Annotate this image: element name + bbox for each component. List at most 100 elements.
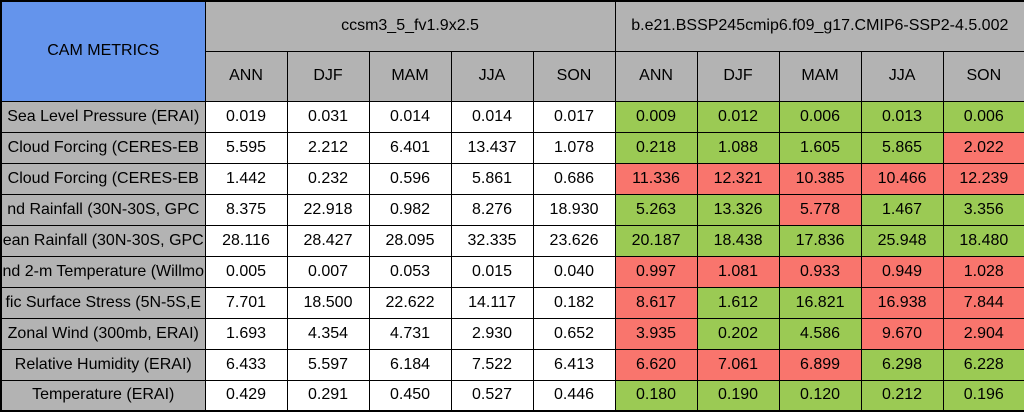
value-cell: 0.015 (450, 255, 534, 288)
value-cell: 0.014 (450, 100, 534, 133)
value-cell: 8.276 (450, 193, 534, 226)
value-cell-status: 1.081 (696, 255, 780, 288)
table-row: nd Rainfall (30N-30S, GPC 8.375 22.918 0… (0, 193, 1024, 226)
value-cell-status: 1.605 (778, 131, 862, 164)
value-cell: 7.701 (204, 286, 288, 319)
table-row: Temperature (ERAI) 0.429 0.291 0.450 0.5… (0, 379, 1024, 412)
value-cell: 0.596 (368, 162, 452, 195)
value-cell-status: 0.218 (614, 131, 698, 164)
value-cell-status: 20.187 (614, 224, 698, 257)
value-cell-status: 7.844 (942, 286, 1024, 319)
value-cell: 32.335 (450, 224, 534, 257)
table-row: ean Rainfall (30N-30S, GPC 28.116 28.427… (0, 224, 1024, 257)
value-cell-status: 1.612 (696, 286, 780, 319)
value-cell: 23.626 (532, 224, 616, 257)
value-cell-status: 6.620 (614, 348, 698, 381)
value-cell: 18.500 (286, 286, 370, 319)
table-row: Cloud Forcing (CERES-EB 5.595 2.212 6.40… (0, 131, 1024, 164)
value-cell: 2.212 (286, 131, 370, 164)
row-label: ean Rainfall (30N-30S, GPC (0, 224, 206, 257)
table-row: nd 2-m Temperature (Willmo 0.005 0.007 0… (0, 255, 1024, 288)
value-cell-status: 4.586 (778, 317, 862, 350)
value-cell: 0.053 (368, 255, 452, 288)
row-label: nd Rainfall (30N-30S, GPC (0, 193, 206, 226)
row-label: Cloud Forcing (CERES-EB (0, 131, 206, 164)
value-cell: 22.918 (286, 193, 370, 226)
table-row: fic Surface Stress (5N-5S,E 7.701 18.500… (0, 286, 1024, 319)
value-cell: 4.354 (286, 317, 370, 350)
value-cell: 0.232 (286, 162, 370, 195)
value-cell-status: 5.263 (614, 193, 698, 226)
value-cell: 1.693 (204, 317, 288, 350)
season-header-djf: DJF (696, 50, 780, 102)
value-cell-status: 10.466 (860, 162, 944, 195)
value-cell-status: 12.239 (942, 162, 1024, 195)
value-cell-status: 0.949 (860, 255, 944, 288)
value-cell-status: 12.321 (696, 162, 780, 195)
value-cell-status: 25.948 (860, 224, 944, 257)
value-cell-status: 0.212 (860, 379, 944, 412)
value-cell-status: 8.617 (614, 286, 698, 319)
value-cell-status: 0.006 (942, 100, 1024, 133)
value-cell: 13.437 (450, 131, 534, 164)
value-cell-status: 3.356 (942, 193, 1024, 226)
value-cell: 0.014 (368, 100, 452, 133)
header-row-seasons: ANN DJF MAM JJA SON ANN DJF MAM JJA SON (1, 50, 1024, 102)
value-cell-status: 0.006 (778, 100, 862, 133)
row-label: nd 2-m Temperature (Willmo (0, 255, 206, 288)
season-header-ann: ANN (614, 50, 698, 102)
value-cell: 6.401 (368, 131, 452, 164)
value-cell-status: 0.012 (696, 100, 780, 133)
value-cell: 0.007 (286, 255, 370, 288)
season-header-mam: MAM (368, 50, 452, 102)
value-cell-status: 6.298 (860, 348, 944, 381)
value-cell-status: 17.836 (778, 224, 862, 257)
value-cell: 5.861 (450, 162, 534, 195)
value-cell-status: 6.228 (942, 348, 1024, 381)
value-cell-status: 3.935 (614, 317, 698, 350)
season-header-son: SON (532, 50, 616, 102)
row-label: fic Surface Stress (5N-5S,E (0, 286, 206, 319)
value-cell: 6.413 (532, 348, 616, 381)
value-cell: 5.595 (204, 131, 288, 164)
header-row-models: CAM METRICS ccsm3_5_fv1.9x2.5 b.e21.BSSP… (0, 0, 1024, 102)
value-cell-status: 0.933 (778, 255, 862, 288)
value-cell: 1.078 (532, 131, 616, 164)
value-cell-status: 1.088 (696, 131, 780, 164)
value-cell: 0.429 (204, 379, 288, 412)
row-label: Cloud Forcing (CERES-EB (0, 162, 206, 195)
value-cell-status: 1.467 (860, 193, 944, 226)
value-cell-status: 2.904 (942, 317, 1024, 350)
value-cell: 7.522 (450, 348, 534, 381)
value-cell-status: 2.022 (942, 131, 1024, 164)
row-label: Zonal Wind (300mb, ERAI) (0, 317, 206, 350)
value-cell-status: 10.385 (778, 162, 862, 195)
value-cell: 5.597 (286, 348, 370, 381)
value-cell: 6.184 (368, 348, 452, 381)
value-cell-status: 6.899 (778, 348, 862, 381)
value-cell: 0.527 (450, 379, 534, 412)
table-row: Zonal Wind (300mb, ERAI) 1.693 4.354 4.7… (0, 317, 1024, 350)
value-cell-status: 16.938 (860, 286, 944, 319)
value-cell-status: 0.013 (860, 100, 944, 133)
value-cell: 0.031 (286, 100, 370, 133)
value-cell: 0.005 (204, 255, 288, 288)
value-cell: 0.019 (204, 100, 288, 133)
value-cell: 28.095 (368, 224, 452, 257)
row-label: Relative Humidity (ERAI) (0, 348, 206, 381)
model-1-name: ccsm3_5_fv1.9x2.5 (204, 0, 616, 52)
value-cell-status: 5.778 (778, 193, 862, 226)
table-row: Relative Humidity (ERAI) 6.433 5.597 6.1… (0, 348, 1024, 381)
value-cell-status: 11.336 (614, 162, 698, 195)
value-cell: 0.982 (368, 193, 452, 226)
value-cell-status: 0.997 (614, 255, 698, 288)
season-header-djf: DJF (286, 50, 370, 102)
season-header-jja: JJA (860, 50, 944, 102)
value-cell: 0.040 (532, 255, 616, 288)
row-label: Temperature (ERAI) (0, 379, 206, 412)
value-cell: 14.117 (450, 286, 534, 319)
value-cell: 0.686 (532, 162, 616, 195)
value-cell: 0.450 (368, 379, 452, 412)
value-cell: 8.375 (204, 193, 288, 226)
